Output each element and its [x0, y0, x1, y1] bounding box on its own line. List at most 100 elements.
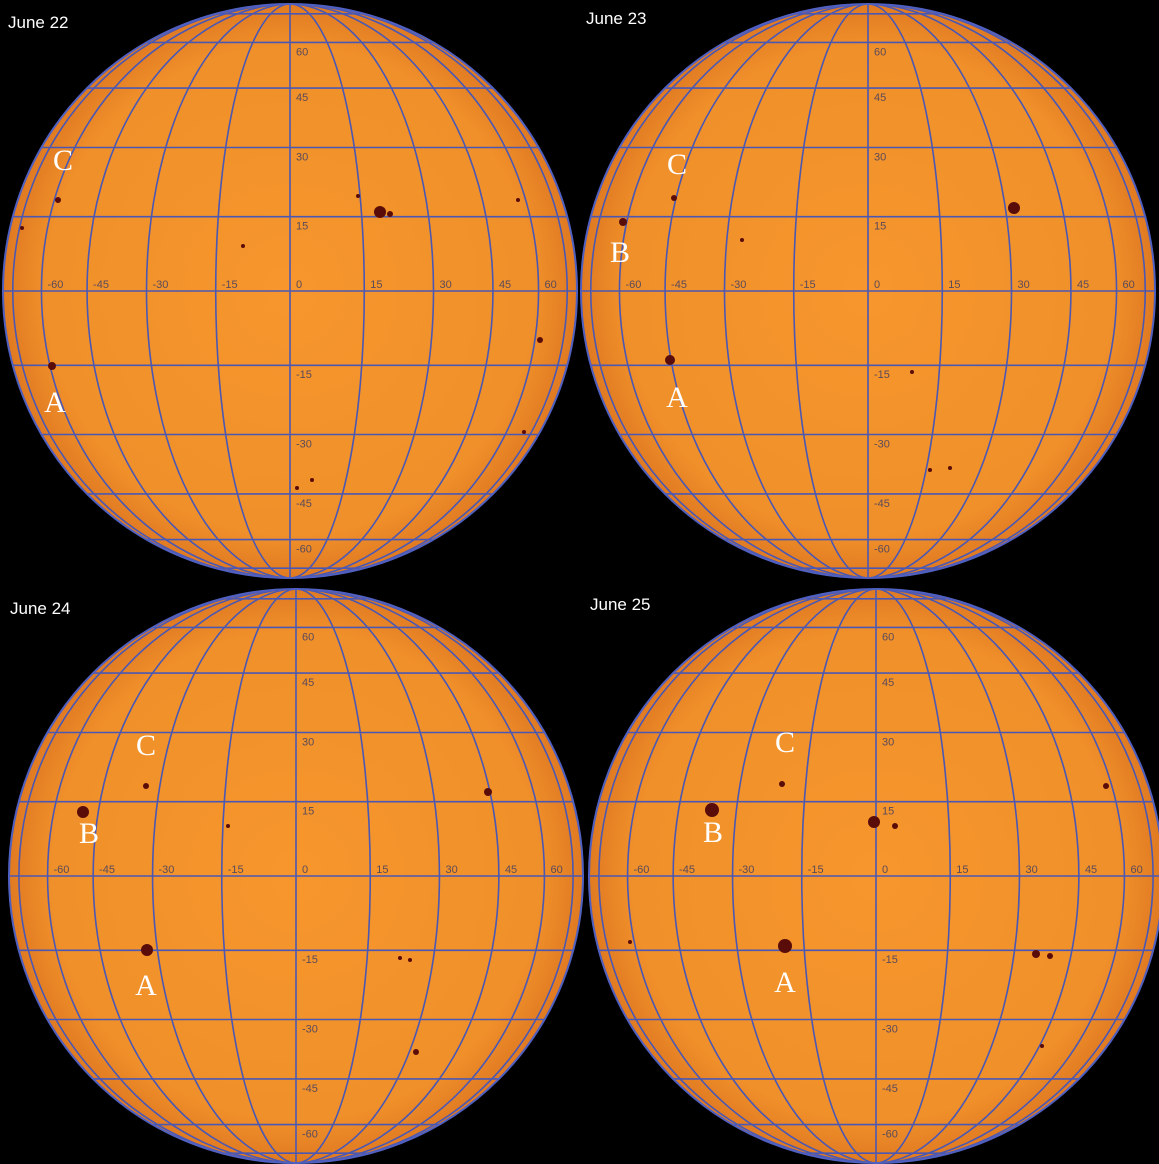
sunspot: [910, 370, 914, 374]
sunspot: [55, 197, 61, 203]
spot-label: A: [666, 381, 688, 414]
longitude-label: 0: [296, 279, 302, 291]
sunspot: [310, 478, 314, 482]
latitude-label: 60: [874, 46, 886, 58]
longitude-label: 45: [499, 279, 511, 291]
limb: [588, 588, 1159, 1164]
longitude-label: -15: [800, 279, 816, 291]
latitude-label: 60: [296, 46, 308, 58]
sunspot: [1040, 1044, 1044, 1048]
sunspot: [295, 486, 299, 490]
sunspot: [1103, 783, 1109, 789]
sunspot: [226, 824, 230, 828]
latitude-label: -15: [882, 954, 898, 966]
latitude-label: 60: [882, 631, 894, 643]
latitude-label: 15: [882, 806, 894, 818]
sun-panel: 60 45 30 15 -15 -30 -45 -60 -60 -45 -30 -15 0 15 30 45 6…: [580, 3, 1156, 579]
sun-panel: 60 45 30 15 -15 -30 -45 -60 -60 -45 -30 -15 0 15 30 45 6…: [588, 588, 1159, 1164]
spot-label: B: [703, 816, 723, 849]
longitude-label: -45: [671, 279, 687, 291]
sunspot: [948, 466, 952, 470]
longitude-label: 30: [440, 279, 452, 291]
latitude-label: -15: [302, 954, 318, 966]
longitude-label: -15: [228, 864, 244, 876]
sunspot: [20, 226, 24, 230]
limb: [580, 3, 1156, 579]
longitude-label: 30: [1026, 864, 1038, 876]
sunspot: [241, 244, 245, 248]
latitude-label: 30: [882, 736, 894, 748]
longitude-label: -30: [739, 864, 755, 876]
sunspot: [868, 816, 880, 828]
limb: [8, 588, 584, 1164]
latitude-label: -45: [296, 498, 312, 510]
sunspot: [484, 788, 492, 796]
spot-label: C: [53, 144, 73, 177]
date-label: June 22: [8, 13, 69, 32]
latitude-label: -15: [296, 369, 312, 381]
spot-label: A: [135, 969, 157, 1002]
latitude-label: -60: [296, 543, 312, 555]
date-label: June 25: [590, 595, 651, 614]
latitude-label: -45: [882, 1083, 898, 1095]
sunspot: [892, 823, 898, 829]
longitude-label: -60: [625, 279, 641, 291]
spot-label: C: [136, 729, 156, 762]
longitude-label: -30: [159, 864, 175, 876]
longitude-label: -45: [93, 279, 109, 291]
date-label: June 23: [586, 9, 647, 28]
longitude-label: 45: [1085, 864, 1097, 876]
longitude-label: -30: [731, 279, 747, 291]
longitude-label: -45: [99, 864, 115, 876]
longitude-label: 60: [1123, 279, 1135, 291]
sunspot: [374, 206, 386, 218]
sunspot: [48, 362, 56, 370]
sunspot: [1047, 953, 1053, 959]
spot-label: C: [775, 726, 795, 759]
longitude-label: -30: [153, 279, 169, 291]
spot-label: C: [667, 148, 687, 181]
latitude-label: -30: [296, 438, 312, 450]
limb: [2, 3, 578, 579]
spot-label: A: [44, 386, 66, 419]
sunspot: [398, 956, 402, 960]
spot-label: B: [610, 236, 630, 269]
latitude-label: 30: [296, 151, 308, 163]
sunspot: [387, 211, 393, 217]
sun-panel: 60 45 30 15 -15 -30 -45 -60 -60 -45 -30 -15 0 15 30 45 6…: [2, 3, 578, 579]
sunspot: [778, 939, 792, 953]
sunspot: [143, 783, 149, 789]
longitude-label: 15: [376, 864, 388, 876]
longitude-label: 0: [302, 864, 308, 876]
latitude-label: 30: [302, 736, 314, 748]
sunspot: [141, 944, 153, 956]
sunspot: [1008, 202, 1020, 214]
sunspot: [705, 803, 719, 817]
longitude-label: -45: [679, 864, 695, 876]
longitude-label: -60: [53, 864, 69, 876]
longitude-label: -15: [808, 864, 824, 876]
latitude-label: 60: [302, 631, 314, 643]
spot-label: A: [774, 966, 796, 999]
sun-panel: 60 45 30 15 -15 -30 -45 -60 -60 -45 -30 -15 0 15 30 45 6…: [8, 588, 584, 1164]
latitude-label: 45: [302, 677, 314, 689]
latitude-label: -60: [874, 543, 890, 555]
spot-label: B: [79, 817, 99, 850]
latitude-label: 45: [296, 92, 308, 104]
longitude-label: 30: [446, 864, 458, 876]
latitude-label: 15: [296, 221, 308, 233]
longitude-label: 15: [948, 279, 960, 291]
longitude-label: 30: [1018, 279, 1030, 291]
longitude-label: -15: [222, 279, 238, 291]
latitude-label: 15: [874, 221, 886, 233]
latitude-label: -15: [874, 369, 890, 381]
sunspot: [516, 198, 520, 202]
sunspot: [537, 337, 543, 343]
sunspot: [671, 195, 677, 201]
longitude-label: 0: [874, 279, 880, 291]
sunspot: [77, 806, 89, 818]
longitude-label: 15: [956, 864, 968, 876]
longitude-label: 60: [551, 864, 563, 876]
longitude-label: 45: [505, 864, 517, 876]
